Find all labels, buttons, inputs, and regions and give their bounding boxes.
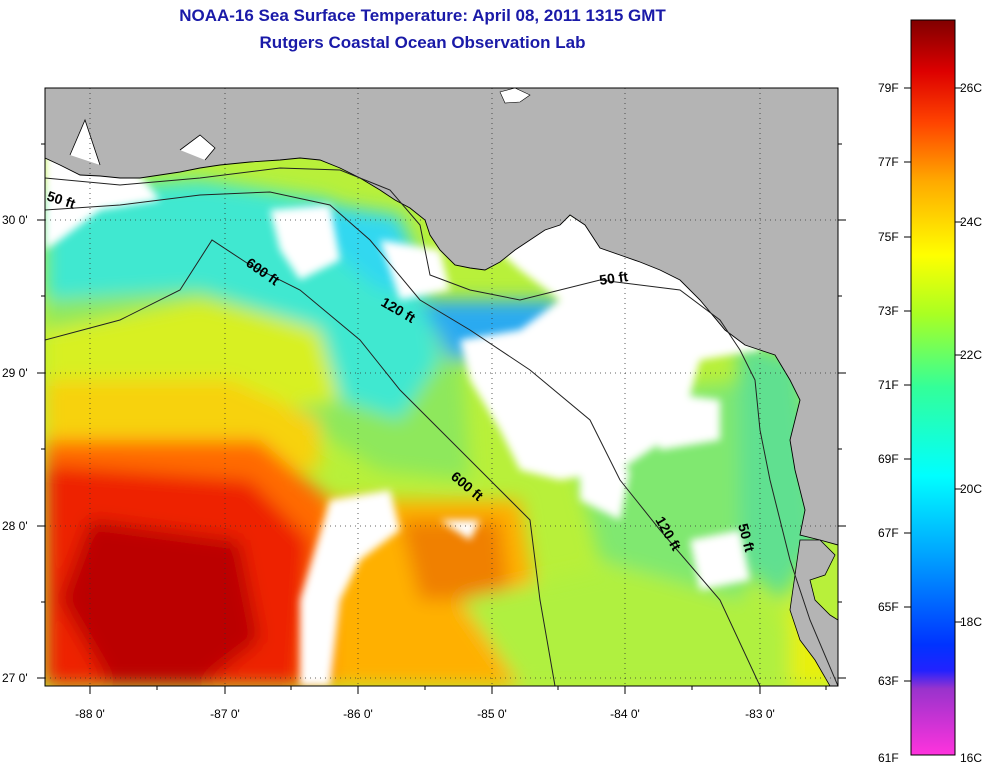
isobaths <box>45 167 838 686</box>
lon-tick-label: -85 0' <box>477 707 507 721</box>
lon-tick-label: -87 0' <box>210 707 240 721</box>
lon-tick-label: -84 0' <box>610 707 640 721</box>
colorbar-c-label: 22C <box>960 348 982 362</box>
colorbar-f-label: 73F <box>878 304 899 318</box>
map-imagery: 50 ft 50 ft 50 ft 120 ft 120 ft 600 ft 6… <box>45 88 838 686</box>
map-title: NOAA-16 Sea Surface Temperature: April 0… <box>179 6 666 25</box>
colorbar-gradient <box>910 19 956 756</box>
colorbar-ticks <box>904 87 962 682</box>
pensacola-bay <box>179 134 216 161</box>
colorbar-f-label: 75F <box>878 230 899 244</box>
colorbar-c-label: 18C <box>960 615 982 629</box>
lon-tick-label: -83 0' <box>745 707 775 721</box>
colorbar-f-label: 79F <box>878 81 899 95</box>
graticule <box>45 88 838 686</box>
lat-tick-label: 30 0' <box>2 213 28 227</box>
contour-label: 50 ft <box>598 268 629 288</box>
contour-label: 50 ft <box>735 522 758 554</box>
axis-ticks <box>37 143 846 694</box>
lat-tick-labels: 30 0' 29 0' 28 0' 27 0' <box>2 213 28 685</box>
lat-tick-label: 29 0' <box>2 366 28 380</box>
colorbar-c-label: 24C <box>960 215 982 229</box>
colorbar-f-label: 71F <box>878 378 899 392</box>
colorbar-f-label: 65F <box>878 600 899 614</box>
colorbar-f-label: 63F <box>878 674 899 688</box>
colorbar-f-label: 77F <box>878 155 899 169</box>
colorbar-f-label: 67F <box>878 526 899 540</box>
fahrenheit-labels: 79F 77F 75F 73F 71F 69F 67F 65F 63F 61F <box>878 81 899 765</box>
celsius-labels: 26C 24C 22C 20C 18C 16C <box>960 81 982 765</box>
colorbar-f-label: 61F <box>878 751 899 765</box>
land-mass <box>45 88 838 546</box>
tampa-coast <box>789 539 838 686</box>
sst-field <box>45 180 838 686</box>
mobile-bay <box>69 118 101 166</box>
colorbar-f-label: 69F <box>878 452 899 466</box>
lat-tick-label: 28 0' <box>2 519 28 533</box>
lat-tick-label: 27 0' <box>2 671 28 685</box>
lon-tick-label: -88 0' <box>75 707 105 721</box>
colorbar-c-label: 16C <box>960 751 982 765</box>
lon-tick-labels: -88 0' -87 0' -86 0' -85 0' -84 0' -83 0… <box>75 707 775 721</box>
colorbar-c-label: 20C <box>960 482 982 496</box>
map-frame <box>44 87 839 687</box>
lon-tick-label: -86 0' <box>343 707 373 721</box>
colorbar-c-label: 26C <box>960 81 982 95</box>
map-subtitle: Rutgers Coastal Ocean Observation Lab <box>259 33 586 52</box>
inland-lake <box>499 88 531 104</box>
